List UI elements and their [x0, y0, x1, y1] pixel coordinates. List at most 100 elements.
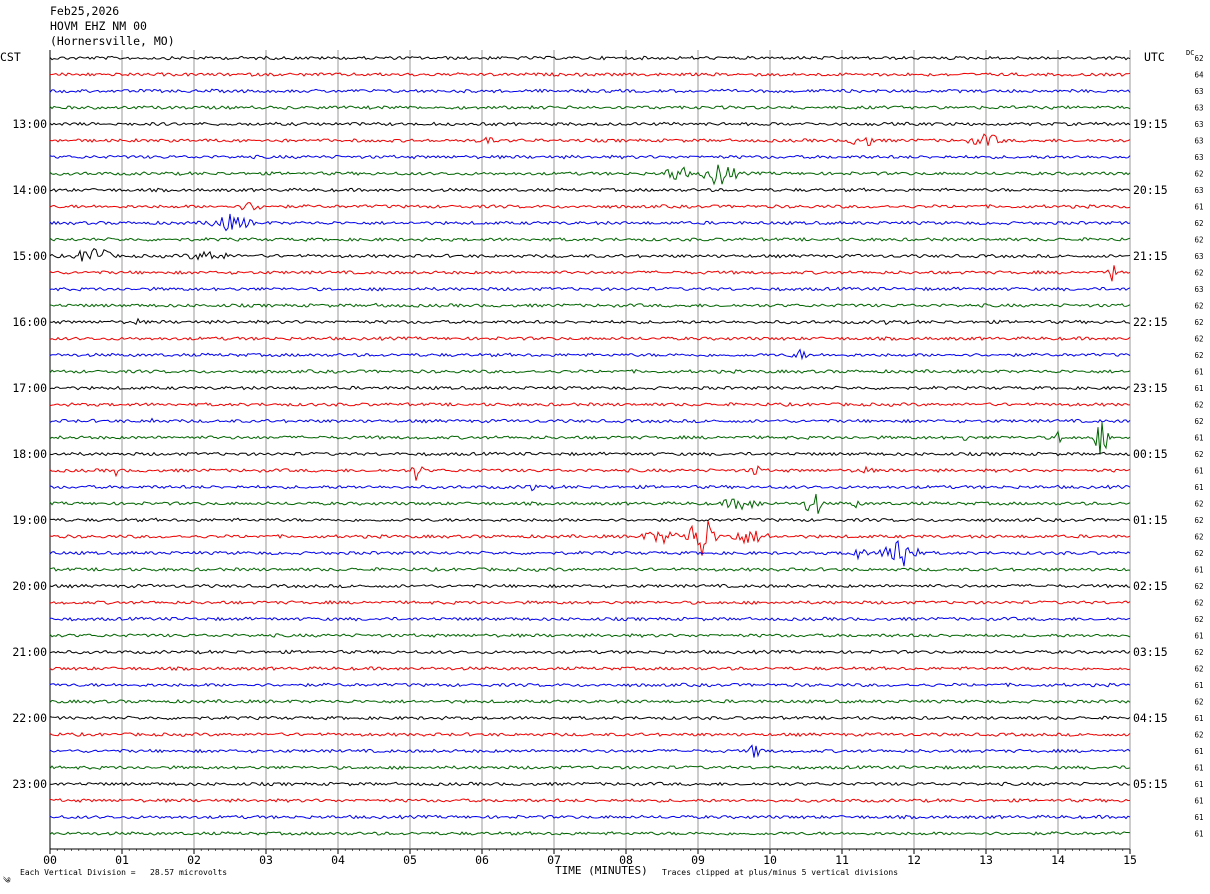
trace-row: [49, 540, 1131, 567]
trace-row: [49, 302, 1131, 308]
trace-row: [49, 71, 1131, 77]
trace-row: [49, 520, 1131, 556]
right-hour-label: 01:15: [1133, 513, 1168, 527]
trace-row: [49, 731, 1131, 737]
trace-row: [49, 336, 1131, 342]
header-location: (Hornersville, MO): [50, 34, 175, 48]
right-hour-label: 23:15: [1133, 381, 1168, 395]
right-hour-label: 02:15: [1133, 579, 1168, 593]
dc-offset-value: 61: [1194, 747, 1203, 756]
clip-note: Traces clipped at plus/minus 5 vertical …: [662, 868, 899, 877]
trace-row: [49, 237, 1131, 242]
left-hour-label: 18:00: [12, 447, 47, 461]
dc-offset-value: 61: [1194, 434, 1203, 443]
trace-row: [49, 465, 1131, 481]
x-tick-label: 08: [619, 853, 633, 867]
trace-row: [49, 417, 1131, 424]
trace-row: [49, 665, 1131, 672]
dc-offset-value: 63: [1194, 252, 1203, 261]
trace-row: [49, 348, 1131, 361]
dc-offset-value: 62: [1194, 318, 1203, 327]
dc-offset-value: 63: [1194, 153, 1203, 162]
trace-row: [49, 765, 1131, 770]
x-tick-label: 10: [763, 853, 777, 867]
dc-offset-value: 63: [1194, 104, 1203, 113]
right-hour-label: 19:15: [1133, 117, 1168, 131]
dc-offset-value: 63: [1194, 285, 1203, 294]
trace-row: [49, 154, 1131, 160]
dc-offset-value: 62: [1194, 170, 1203, 179]
trace-row: [49, 583, 1131, 589]
trace-row: [49, 830, 1131, 836]
trace-row: [49, 213, 1131, 232]
dc-offset-value: 62: [1194, 302, 1203, 311]
left-hour-label: 16:00: [12, 315, 47, 329]
trace-row: [49, 493, 1131, 514]
trace-row: [49, 715, 1131, 721]
trace-row: [49, 401, 1130, 407]
x-tick-label: 04: [331, 853, 345, 867]
left-hour-label: 13:00: [12, 117, 47, 131]
right-hour-label: 21:15: [1133, 249, 1168, 263]
dc-offset-value: 62: [1194, 698, 1203, 707]
left-hour-label: 20:00: [12, 579, 47, 593]
trace-row: [49, 55, 1131, 61]
dc-offset-value: 62: [1194, 582, 1203, 591]
x-tick-label: 09: [691, 853, 705, 867]
trace-row: [49, 133, 1131, 147]
trace-row: [49, 682, 1131, 688]
right-timezone-label: UTC: [1144, 50, 1165, 64]
trace-row: [49, 265, 1131, 282]
dc-offset-value: 62: [1194, 236, 1203, 245]
dc-offset-value: 63: [1194, 120, 1203, 129]
trace-row: [49, 422, 1131, 455]
trace-row: [49, 814, 1131, 820]
trace-row: [49, 187, 1131, 193]
trace-row: [49, 649, 1131, 655]
left-hour-label: 19:00: [12, 513, 47, 527]
right-hour-label: 04:15: [1133, 711, 1168, 725]
x-tick-label: 15: [1123, 853, 1137, 867]
trace-row: [49, 121, 1131, 127]
trace-row: [49, 744, 1131, 758]
x-tick-label: 12: [907, 853, 921, 867]
dc-offset-value: 61: [1194, 483, 1203, 492]
right-hour-label: 03:15: [1133, 645, 1168, 659]
left-hour-label: 17:00: [12, 381, 47, 395]
x-tick-label: 11: [835, 853, 849, 867]
trace-row: [49, 781, 1131, 787]
header-date: Feb25,2026: [50, 4, 120, 18]
x-tick-label: 00: [43, 853, 57, 867]
dc-offset-value: 62: [1194, 731, 1203, 740]
dc-label: DC: [1186, 49, 1195, 57]
dc-offset-value: 63: [1194, 137, 1203, 146]
left-hour-label: 23:00: [12, 777, 47, 791]
dc-offset-value: 61: [1194, 368, 1203, 377]
header-station: HOVM EHZ NM 00: [50, 19, 147, 33]
dc-offset-value: 64: [1194, 71, 1204, 80]
dc-offset-value: 61: [1194, 681, 1203, 690]
left-hour-label: 21:00: [12, 645, 47, 659]
trace-row: [49, 451, 1131, 457]
x-tick-label: 05: [403, 853, 417, 867]
right-hour-label: 20:15: [1133, 183, 1168, 197]
x-tick-label: 14: [1051, 853, 1065, 867]
dc-offset-value: 62: [1194, 599, 1203, 608]
dc-offset-value: 61: [1194, 632, 1203, 641]
dc-offset-value: 62: [1194, 533, 1203, 542]
left-hour-label: 22:00: [12, 711, 47, 725]
dc-offset-value: 61: [1194, 764, 1203, 773]
dc-offset-value: 62: [1194, 269, 1203, 278]
trace-row: [49, 248, 1131, 262]
trace-row: [49, 164, 1131, 186]
dc-offset-value: 62: [1194, 54, 1203, 63]
left-timezone-label: CST: [0, 50, 21, 64]
dc-offset-value: 61: [1194, 384, 1203, 393]
x-tick-label: 06: [475, 853, 489, 867]
dc-offset-value: 61: [1194, 813, 1203, 822]
left-hour-label: 14:00: [12, 183, 47, 197]
x-tick-label: 13: [979, 853, 993, 867]
x-tick-label: 01: [115, 853, 129, 867]
x-tick-label: 07: [547, 853, 561, 867]
